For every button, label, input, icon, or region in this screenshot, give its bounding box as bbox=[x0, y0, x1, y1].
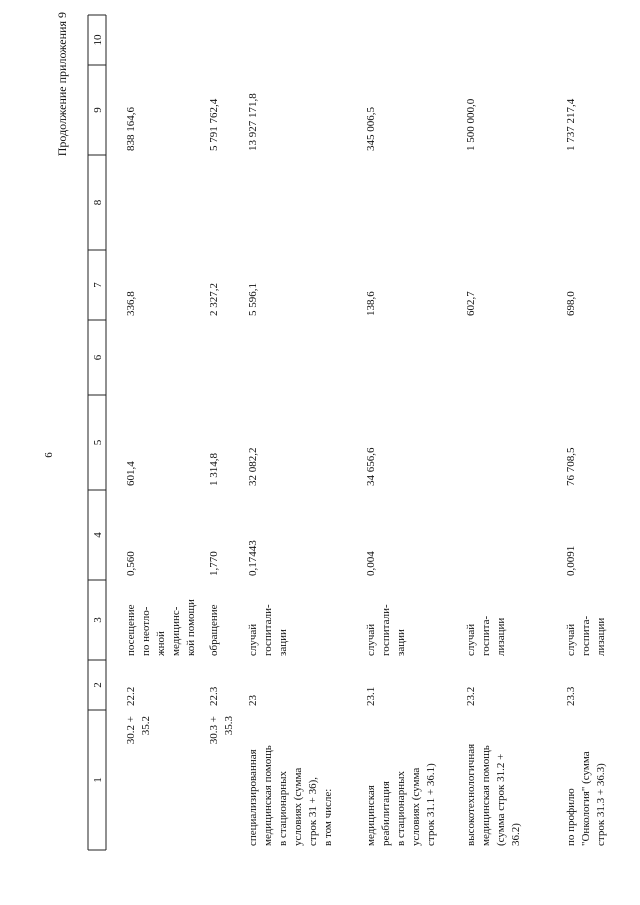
header-title: Продолжение приложения 9 bbox=[55, 12, 69, 156]
cell-text: 34 656,6 bbox=[365, 447, 377, 486]
cell-text: 30.3 + bbox=[208, 716, 220, 744]
cell-text: госпитали- bbox=[380, 604, 392, 656]
column-number: 2 bbox=[92, 682, 104, 688]
cell-text: 0,560 bbox=[125, 551, 137, 576]
column-number: 9 bbox=[92, 107, 104, 113]
cell-text: 76 708,5 bbox=[565, 447, 577, 486]
cell-text: 602,7 bbox=[465, 291, 477, 316]
cell-text: 35.2 bbox=[140, 716, 152, 735]
rotated-page: 6 Продолжение приложения 9 1234567891030… bbox=[43, 12, 607, 851]
cell-text: случай bbox=[365, 624, 377, 656]
cell-text: медицинская помощь bbox=[262, 745, 274, 846]
cell-text: 1 314,8 bbox=[208, 453, 220, 487]
cell-text: госпита- bbox=[480, 616, 492, 656]
cell-text: условиях (сумма bbox=[292, 768, 304, 846]
column-number: 1 bbox=[92, 777, 104, 783]
cell-text: 13 927 171,8 bbox=[247, 93, 259, 151]
cell-text: лизации bbox=[495, 618, 507, 656]
cell-text: госпитали- bbox=[262, 604, 274, 656]
cell-text: 0,004 bbox=[365, 551, 377, 576]
cell-text: в стационарных bbox=[395, 771, 407, 846]
cell-text: строк 31.1 + 36.1) bbox=[425, 763, 437, 846]
column-number: 8 bbox=[92, 199, 104, 205]
cell-text: посещение bbox=[125, 604, 137, 656]
cell-text: 838 164,6 bbox=[125, 107, 137, 152]
cell-text: медицинская bbox=[365, 785, 377, 846]
cell-text: лизации bbox=[595, 618, 607, 656]
cell-text: 32 082,2 bbox=[247, 448, 259, 487]
cell-text: случай bbox=[247, 624, 259, 656]
cell-text: 2 327,2 bbox=[208, 283, 220, 316]
column-number: 6 bbox=[92, 354, 104, 360]
cell-text: медицинская помощь bbox=[480, 745, 492, 846]
cell-text: зации bbox=[395, 629, 407, 656]
cell-text: случай bbox=[565, 624, 577, 656]
cell-text: 1,770 bbox=[208, 551, 220, 576]
cell-text: в стационарных bbox=[277, 771, 289, 846]
cell-text: обращение bbox=[208, 604, 220, 656]
cell-text: 601,4 bbox=[125, 461, 137, 486]
cell-text: по профилю bbox=[565, 788, 577, 846]
cell-text: строк 31 + 36), bbox=[307, 777, 319, 846]
cell-text: "Онкология" (сумма bbox=[580, 751, 592, 846]
column-number: 10 bbox=[92, 34, 104, 46]
column-number: 4 bbox=[92, 532, 104, 538]
cell-text: 22.2 bbox=[125, 687, 137, 706]
page-number: 6 bbox=[43, 452, 55, 458]
cell-text: 22.3 bbox=[208, 686, 220, 706]
cell-text: 345 006,5 bbox=[365, 107, 377, 152]
cell-text: зации bbox=[277, 629, 289, 656]
cell-text: 138,6 bbox=[365, 291, 377, 316]
cell-text: по неотло- bbox=[140, 606, 152, 656]
cell-text: 23.1 bbox=[365, 687, 377, 706]
cell-text: кой помощи bbox=[185, 599, 197, 656]
cell-text: строк 31.3 + 36.3) bbox=[595, 763, 607, 846]
cell-text: (сумма строк 31.2 + bbox=[495, 754, 507, 846]
cell-text: 35.3 bbox=[223, 716, 235, 736]
cell-text: специализированная bbox=[247, 749, 259, 846]
column-number: 5 bbox=[92, 439, 104, 445]
cell-text: медицинс- bbox=[170, 606, 182, 656]
cell-text: 5 791 762,4 bbox=[208, 98, 220, 151]
cell-text: 36.2) bbox=[510, 823, 522, 846]
cell-text: 23 bbox=[247, 695, 259, 707]
cell-text: 30.2 + bbox=[125, 716, 137, 744]
column-number: 7 bbox=[92, 282, 104, 288]
cell-text: реабилитация bbox=[380, 781, 392, 846]
cell-text: высокотехнологичная bbox=[465, 744, 477, 846]
cell-text: 1 737 217,4 bbox=[565, 98, 577, 151]
cell-text: 5 596,1 bbox=[247, 283, 259, 316]
cell-text: в том числе: bbox=[322, 789, 334, 846]
cell-text: 0,0091 bbox=[565, 546, 577, 576]
column-number: 3 bbox=[92, 617, 104, 623]
cell-text: 0,17443 bbox=[247, 540, 259, 576]
cell-text: 23.3 bbox=[565, 686, 577, 706]
cell-text: условиях (сумма bbox=[410, 768, 422, 846]
cell-text: 23.2 bbox=[465, 687, 477, 706]
cell-text: случай bbox=[465, 624, 477, 656]
cell-text: жной bbox=[155, 631, 167, 657]
cell-text: 1 500 000,0 bbox=[465, 98, 477, 151]
cell-text: 698,0 bbox=[565, 291, 577, 316]
cell-text: 336,8 bbox=[125, 291, 137, 316]
cell-text: госпита- bbox=[580, 616, 592, 656]
